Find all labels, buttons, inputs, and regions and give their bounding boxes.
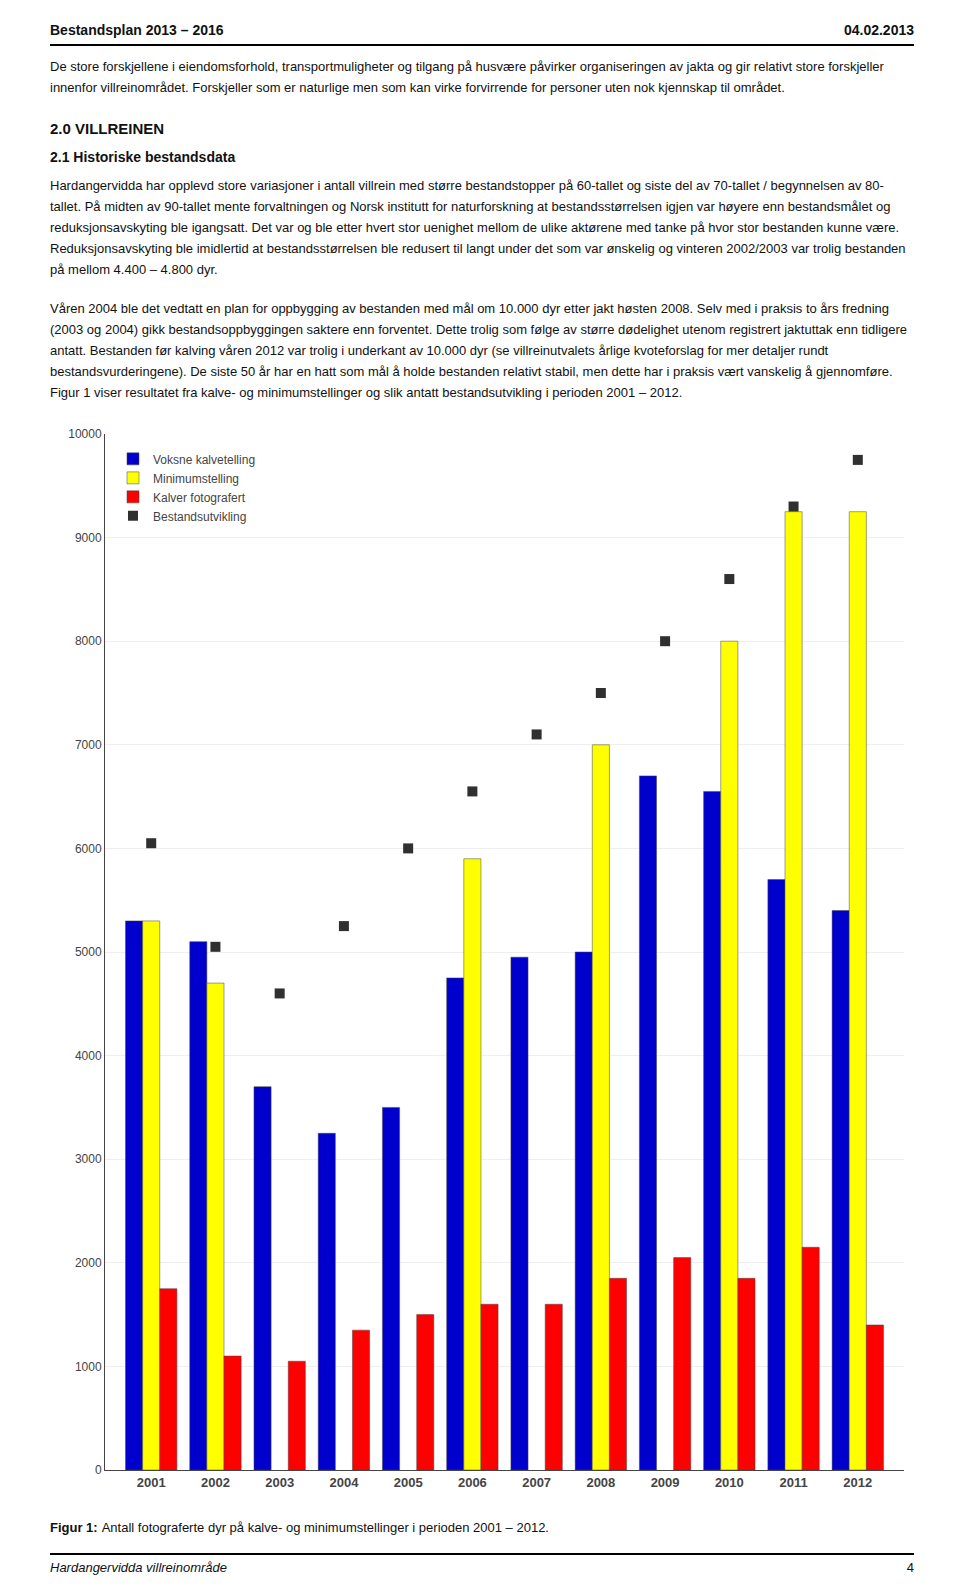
html-text:04.02.2013: 04.02.2013 — [843, 22, 914, 38]
svg-text:8000: 8000 — [75, 634, 102, 648]
svg-text:Bestandsutvikling: Bestandsutvikling — [153, 510, 246, 524]
svg-text:2003: 2003 — [265, 1475, 294, 1490]
svg-text:Minimumstelling: Minimumstelling — [153, 472, 239, 486]
svg-text:2004: 2004 — [329, 1475, 359, 1490]
svg-text:2010: 2010 — [715, 1475, 744, 1490]
html-text:2.0 VILLREINEN: 2.0 VILLREINEN — [50, 120, 165, 137]
html-text:Hardangervidda har opplevd sto: Hardangervidda har opplevd store variasj… — [50, 178, 906, 277]
svg-text:3000: 3000 — [75, 1152, 102, 1166]
html-text:De store forskjellene i eiendo: De store forskjellene i eiendomsforhold,… — [50, 59, 884, 95]
svg-text:2005: 2005 — [394, 1475, 423, 1490]
svg-text:9000: 9000 — [75, 531, 102, 545]
html-text:2.1 Historiske bestandsdata: 2.1 Historiske bestandsdata — [50, 149, 236, 165]
svg-text:2009: 2009 — [651, 1475, 680, 1490]
svg-text:2000: 2000 — [75, 1256, 102, 1270]
svg-text:2001: 2001 — [137, 1475, 166, 1490]
svg-text:2011: 2011 — [779, 1475, 807, 1490]
svg-text:10000: 10000 — [68, 427, 102, 441]
svg-text:7000: 7000 — [75, 738, 102, 752]
svg-text:2007: 2007 — [522, 1475, 551, 1490]
html-text:Våren 2004 ble det vedtatt en: Våren 2004 ble det vedtatt en plan for o… — [50, 301, 907, 400]
svg-text:2008: 2008 — [586, 1475, 615, 1490]
svg-text:6000: 6000 — [75, 842, 102, 856]
svg-text:1000: 1000 — [75, 1360, 102, 1374]
svg-text:Kalver fotografert: Kalver fotografert — [153, 491, 246, 505]
svg-text:2006: 2006 — [458, 1475, 487, 1490]
html-text:Bestandsplan 2013 – 2016: Bestandsplan 2013 – 2016 — [50, 22, 224, 38]
html-text:Figur 1: Antall fotograferte d: Figur 1: Antall fotograferte dyr på kalv… — [50, 1520, 549, 1535]
svg-text:2012: 2012 — [843, 1475, 872, 1490]
svg-text:0: 0 — [95, 1463, 102, 1477]
svg-text:5000: 5000 — [75, 945, 102, 959]
html-text:Hardangervidda villreinområde: Hardangervidda villreinområde — [50, 1560, 227, 1575]
svg-text:Voksne kalvetelling: Voksne kalvetelling — [153, 453, 255, 467]
svg-text:2002: 2002 — [201, 1475, 230, 1490]
svg-text:4000: 4000 — [75, 1049, 102, 1063]
html-text:4: 4 — [906, 1560, 914, 1575]
